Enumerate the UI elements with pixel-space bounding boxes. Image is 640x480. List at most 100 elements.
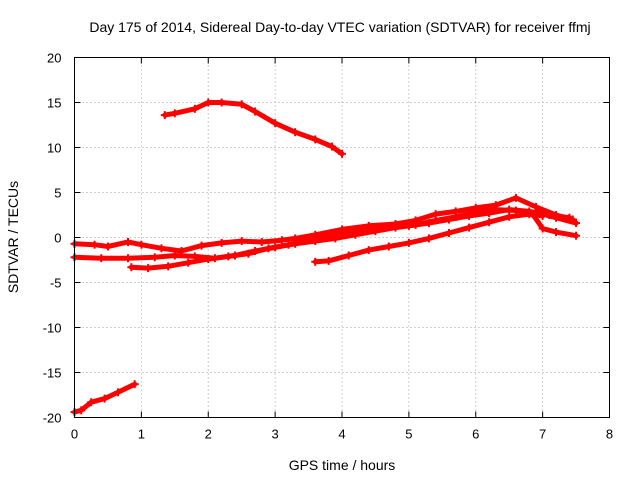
data-point	[170, 109, 179, 118]
data-point	[204, 98, 213, 107]
data-point	[237, 237, 246, 246]
y-tick-label: 20	[47, 51, 61, 66]
x-axis-label: GPS time / hours	[289, 457, 396, 473]
data-point	[327, 142, 336, 151]
data-point	[170, 251, 179, 260]
data-point	[304, 236, 313, 245]
data-point	[124, 254, 132, 263]
data-point	[404, 221, 413, 230]
series-arc-7	[530, 211, 579, 239]
data-point	[277, 236, 286, 245]
data-point	[217, 238, 226, 247]
data-point	[565, 213, 574, 222]
x-tick-label: 5	[405, 427, 412, 442]
data-point	[311, 135, 320, 144]
data-point	[137, 240, 146, 249]
data-point	[311, 257, 320, 266]
y-tick-label: -20	[43, 411, 62, 426]
data-point	[511, 193, 520, 202]
data-point	[264, 244, 273, 253]
data-point	[364, 246, 373, 255]
data-point	[424, 219, 433, 228]
data-point	[144, 264, 153, 273]
y-tick-label: -15	[43, 366, 62, 381]
data-point	[204, 255, 213, 264]
data-point	[244, 249, 253, 258]
data-point	[338, 149, 346, 158]
y-tick-label: 0	[54, 231, 61, 246]
x-tick-label: 7	[539, 427, 546, 442]
data-point	[384, 222, 393, 231]
x-tick-label: 3	[272, 427, 279, 442]
data-point	[77, 406, 86, 415]
data-point	[344, 228, 353, 237]
data-point	[197, 241, 206, 250]
grid	[74, 57, 610, 418]
data-point	[485, 218, 494, 227]
data-point	[445, 229, 453, 237]
data-point	[251, 107, 260, 116]
data-point	[237, 100, 246, 109]
data-point	[87, 398, 96, 407]
x-tick-label: 1	[138, 427, 145, 442]
data-point	[364, 225, 373, 234]
data-point	[103, 242, 112, 251]
data-point	[224, 252, 233, 261]
data-point	[113, 388, 122, 397]
data-point	[157, 244, 166, 253]
y-tick-label: 5	[54, 186, 61, 201]
data-point	[160, 111, 169, 120]
data-point	[291, 128, 300, 137]
data-point	[100, 394, 109, 403]
x-tick-label: 4	[338, 427, 345, 442]
y-tick-label: -5	[50, 276, 62, 291]
data-point	[404, 238, 413, 247]
x-tick-label: 6	[472, 427, 479, 442]
data-point	[572, 231, 581, 240]
data-point	[97, 254, 106, 263]
data-point	[552, 228, 560, 237]
data-point	[90, 240, 99, 249]
data-point	[150, 253, 159, 262]
data-point	[127, 263, 136, 272]
data-point	[465, 211, 474, 220]
data-point	[538, 224, 547, 233]
data-point	[184, 258, 193, 267]
y-axis-ticks: -20 -15 -10 -5 0 5 10 15 20	[43, 51, 610, 426]
data-point	[572, 219, 581, 228]
data-point	[384, 242, 393, 251]
data-point	[485, 209, 494, 218]
data-point	[217, 98, 226, 107]
data-point	[324, 231, 333, 240]
data-point	[344, 251, 353, 260]
data-point	[124, 238, 132, 246]
data-point	[465, 223, 474, 232]
data-point	[257, 238, 266, 246]
data-point	[528, 210, 537, 219]
y-axis-label: SDTVAR / TECUs	[5, 181, 21, 293]
data-point	[424, 234, 433, 243]
data-point	[505, 205, 514, 214]
data-point	[190, 104, 199, 113]
data-point	[324, 256, 333, 265]
x-tick-label: 8	[606, 427, 613, 442]
data-series	[70, 98, 581, 417]
x-tick-label: 2	[205, 427, 212, 442]
x-tick-label: 0	[71, 427, 78, 442]
series-arc-1	[162, 100, 345, 157]
data-point	[545, 211, 554, 219]
data-point	[271, 119, 280, 128]
x-axis-ticks: 0 1 2 3 4 5 6 7 8	[71, 57, 613, 442]
data-point	[445, 215, 453, 224]
y-tick-label: 15	[47, 96, 61, 111]
data-point	[164, 262, 173, 271]
y-tick-label: 10	[47, 141, 61, 156]
y-tick-label: -10	[43, 321, 62, 336]
data-point	[505, 212, 514, 221]
plot-frame	[74, 57, 610, 418]
chart-title: Day 175 of 2014, Sidereal Day-to-day VTE…	[89, 19, 590, 35]
data-point	[538, 211, 547, 220]
data-point	[130, 380, 139, 389]
data-point	[284, 240, 293, 249]
